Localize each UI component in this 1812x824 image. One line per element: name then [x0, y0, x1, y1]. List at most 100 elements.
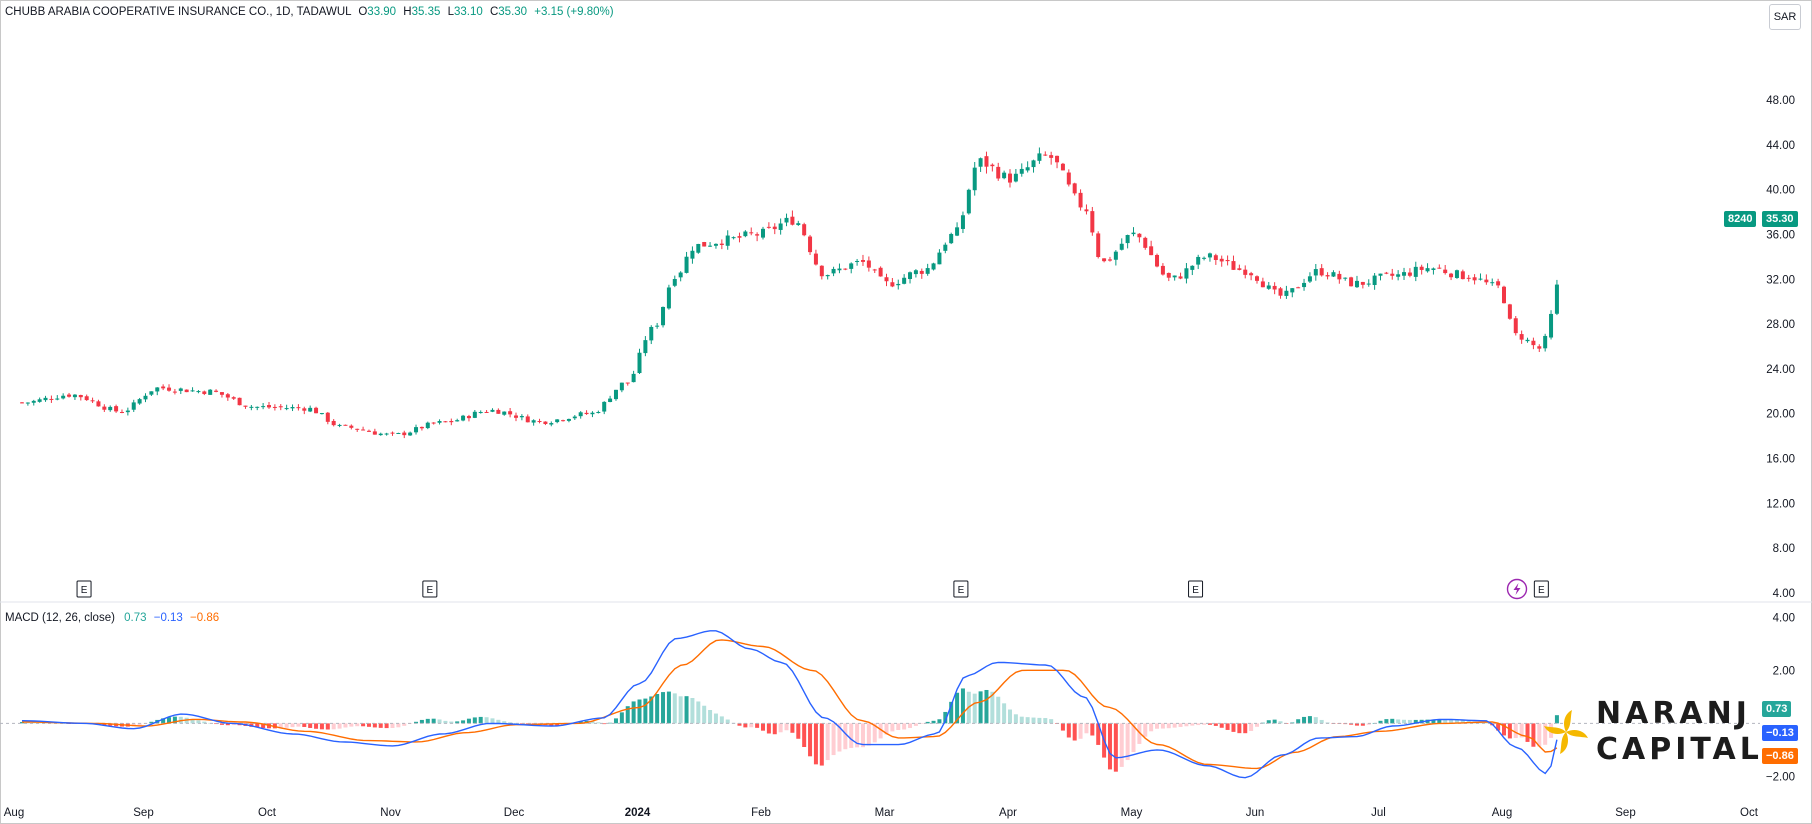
- macd-hist-bar: [1519, 723, 1524, 738]
- candle-body: [1255, 276, 1259, 281]
- candle-body: [96, 401, 101, 407]
- lightning-icon[interactable]: [1506, 578, 1528, 600]
- macd-hist-bar: [696, 701, 701, 724]
- candle-body: [931, 263, 936, 270]
- candle-body: [267, 405, 271, 408]
- candle-body: [161, 386, 166, 389]
- macd-hist-bar: [1407, 719, 1412, 724]
- candle-body: [1031, 160, 1036, 168]
- candle-body: [331, 420, 336, 426]
- candle-body: [649, 326, 654, 341]
- macd-signal-tag: −0.86: [1762, 748, 1798, 764]
- macd-hist-bar: [1119, 723, 1124, 767]
- macd-hist-bar: [443, 720, 448, 724]
- candle-body: [302, 408, 307, 411]
- candle-body: [866, 260, 871, 268]
- currency-badge[interactable]: SAR: [1769, 4, 1801, 30]
- macd-tick-label: 2.00: [1773, 665, 1795, 677]
- price-tick-label: 4.00: [1773, 588, 1795, 600]
- candle-body: [1172, 275, 1177, 278]
- candle-body: [1260, 281, 1265, 288]
- macd-hist-bar: [761, 723, 765, 731]
- macd-hist-bar: [655, 694, 660, 724]
- macd-hist-bar: [484, 717, 489, 724]
- close-value: 35.30: [498, 6, 528, 18]
- symbol-title: CHUBB ARABIA COOPERATIVE INSURANCE CO., …: [5, 6, 352, 18]
- candle-body: [984, 156, 989, 167]
- macd-hist-bar: [1272, 719, 1277, 724]
- candle-body: [1143, 237, 1148, 248]
- macd-hist-bar: [20, 722, 24, 724]
- macd-hist-bar: [1243, 723, 1248, 734]
- candle-body: [414, 427, 419, 433]
- candle-body: [308, 407, 313, 412]
- macd-hist-bar: [1178, 723, 1183, 727]
- macd-tick-label: −2.00: [1766, 771, 1795, 783]
- macd-hist-bar: [872, 723, 877, 743]
- macd-hist-bar: [314, 723, 319, 729]
- macd-legend: MACD (12, 26, close) 0.73 −0.13 −0.86: [5, 612, 219, 624]
- macd-hist-bar: [1378, 720, 1383, 724]
- macd-hist-bar: [1202, 723, 1207, 725]
- macd-hist-bar: [1278, 721, 1283, 724]
- macd-hist-bar: [725, 719, 730, 724]
- macd-hist-tag: 0.73: [1762, 701, 1792, 717]
- candle-body: [478, 412, 483, 414]
- x-tick-label: Dec: [504, 807, 525, 819]
- price-tick-label: 20.00: [1766, 409, 1795, 421]
- candle-body: [508, 411, 513, 415]
- macd-hist-bar: [1307, 716, 1312, 724]
- candle-body: [114, 406, 119, 412]
- earnings-marker-box: [76, 580, 92, 598]
- candle-body: [972, 167, 977, 191]
- macd-hist-bar: [1155, 723, 1160, 729]
- candle-body: [684, 256, 689, 273]
- candle-body: [1107, 259, 1112, 261]
- candle-body: [778, 223, 783, 230]
- candle-body: [761, 228, 765, 238]
- candle-body: [1166, 272, 1171, 278]
- macd-hist-bar: [590, 721, 595, 724]
- logo-word-capital: CAPITAL: [1596, 732, 1763, 767]
- macd-hist-bar: [1149, 723, 1154, 732]
- logo-mark-icon: [1544, 710, 1588, 754]
- candle-body: [1549, 313, 1554, 338]
- candle-body: [837, 268, 842, 271]
- macd-hist-bar: [508, 722, 513, 724]
- macd-hist-bar: [225, 723, 230, 726]
- macd-hist-bar: [255, 723, 260, 728]
- price-tick-label: 12.00: [1766, 498, 1795, 510]
- macd-hist-bar: [1160, 723, 1165, 729]
- candle-body: [1490, 282, 1495, 284]
- change-value: +3.15 (+9.80%): [534, 6, 614, 18]
- candle-body: [1184, 268, 1189, 279]
- macd-hist-bar: [702, 705, 707, 724]
- macd-hist-bar: [396, 723, 401, 728]
- macd-hist-bar: [1354, 723, 1359, 726]
- candle-body: [1160, 265, 1165, 275]
- macd-hist-bar: [1266, 720, 1271, 724]
- macd-hist-bar: [1237, 723, 1242, 734]
- macd-hist-bar: [984, 689, 989, 724]
- macd-hist-bar: [925, 721, 930, 724]
- macd-hist-bar: [1090, 723, 1095, 736]
- candle-body: [1313, 269, 1318, 276]
- macd-hist-bar: [1502, 723, 1506, 736]
- macd-hist-bar: [908, 723, 913, 728]
- candle-body: [343, 424, 348, 426]
- macd-hist-bar: [884, 723, 889, 735]
- high-label: H: [403, 6, 412, 18]
- candle-body: [1013, 173, 1018, 182]
- high-value: 35.35: [411, 6, 441, 18]
- candle-body: [613, 389, 618, 400]
- price-tick-label: 48.00: [1766, 95, 1795, 107]
- macd-hist-bar: [290, 723, 295, 728]
- macd-hist-bar: [890, 723, 895, 732]
- candle-body: [825, 275, 830, 277]
- candle-body: [608, 398, 613, 403]
- macd-hist-bar: [649, 696, 654, 724]
- candle-body: [355, 428, 360, 430]
- candle-body: [743, 231, 748, 237]
- macd-hist-bar: [61, 723, 66, 724]
